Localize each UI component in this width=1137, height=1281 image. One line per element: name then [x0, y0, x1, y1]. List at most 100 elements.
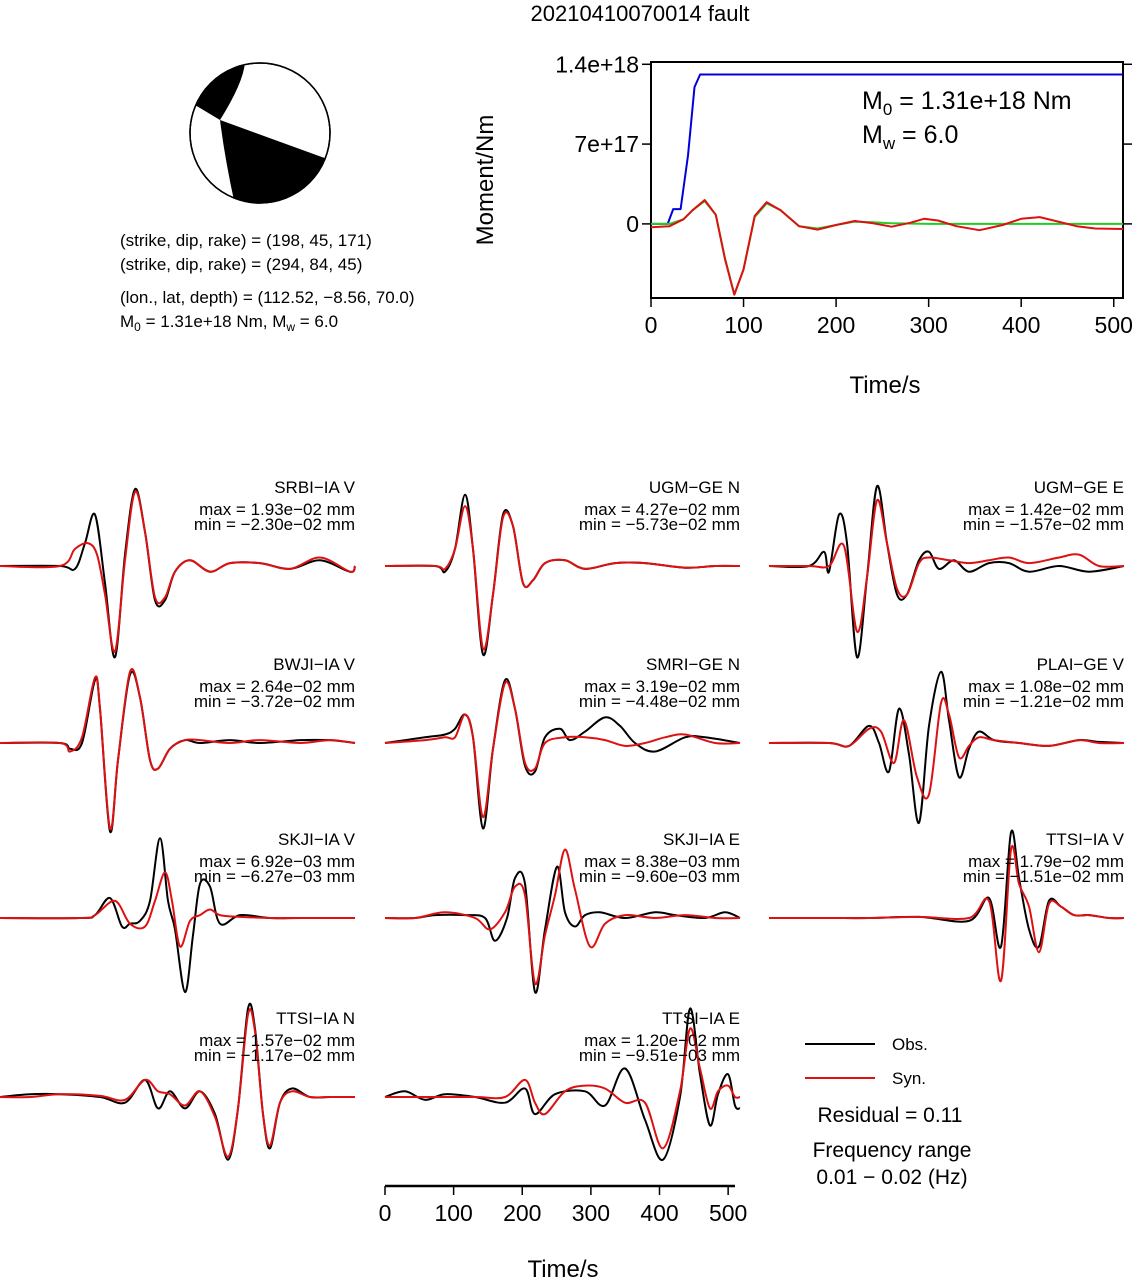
station-min: min = −3.72e−02 mm — [194, 692, 355, 711]
moment-xtick-label: 500 — [1095, 312, 1133, 338]
station-max: max = 3.19e−02 mm — [584, 677, 740, 696]
synthetic-trace — [384, 848, 741, 985]
synthetic-trace — [384, 505, 741, 651]
plane1-text: (strike, dip, rake) = (198, 45, 171) — [120, 231, 372, 250]
synthetic-trace — [0, 668, 356, 831]
frequency-range-title: Frequency range — [813, 1139, 972, 1162]
moment-xtick-label: 400 — [1002, 312, 1040, 338]
station-label: SRBI−IA V — [274, 478, 355, 497]
moment-ylabel: Moment/Nm — [472, 115, 499, 246]
moment-ytick-label: 7e+17 — [574, 131, 639, 157]
station-min: min = −9.51e−03 mm — [579, 1046, 740, 1065]
moment-xtick-label: 100 — [724, 312, 762, 338]
synthetic-trace — [768, 499, 1125, 633]
station-min: min = −6.27e−03 mm — [194, 867, 355, 886]
station-max: max = 8.38e−03 mm — [584, 852, 740, 871]
waveform-xtick-label: 300 — [572, 1200, 610, 1226]
station-max: max = 1.93e−02 mm — [199, 500, 355, 519]
observed-trace — [768, 485, 1125, 659]
station-label: TTSI−IA N — [276, 1009, 355, 1028]
moment-chart-frame — [650, 61, 1124, 299]
moment-ytick-label: 0 — [626, 211, 639, 237]
synthetic-trace — [384, 680, 741, 819]
station-label: UGM−GE E — [1034, 478, 1124, 497]
station-min: min = −1.21e−02 mm — [963, 692, 1124, 711]
plane2-text: (strike, dip, rake) = (294, 84, 45) — [120, 255, 362, 274]
station-label: UGM−GE N — [649, 478, 740, 497]
waveform-time-axis: 0 100 200 300 400 500 — [379, 1184, 747, 1226]
beachball-compression-lower — [220, 120, 330, 203]
station-label: SMRI−GE N — [646, 655, 740, 674]
station-max: max = 6.92e−03 mm — [199, 852, 355, 871]
moment-xtick-label: 0 — [645, 312, 658, 338]
observed-trace — [384, 1007, 741, 1161]
location-text: (lon., lat, depth) = (112.52, −8.56, 70.… — [120, 288, 415, 307]
moment-series-2 — [650, 199, 1124, 296]
moment-summary-text: M0 = 1.31e+18 Nm, Mw = 6.0 — [120, 312, 338, 334]
moment-xtick-label: 200 — [817, 312, 855, 338]
station-max: max = 1.08e−02 mm — [968, 677, 1124, 696]
moment-series-0 — [651, 73, 1123, 225]
legend: Obs. Syn. — [805, 1035, 928, 1088]
moment-m0-annotation: M0 = 1.31e+18 Nm — [862, 87, 1072, 119]
waveform-xtick-label: 100 — [434, 1200, 472, 1226]
moment-mw-annotation: Mw = 6.0 — [862, 121, 958, 153]
station-max: max = 1.79e−02 mm — [968, 852, 1124, 871]
figure-title: 20210410070014 fault — [531, 1, 750, 26]
station-max: max = 1.20e−02 mm — [584, 1031, 740, 1050]
moment-ytick-label: 1.4e+18 — [555, 51, 639, 77]
station-min: min = −1.17e−02 mm — [194, 1046, 355, 1065]
synthetic-trace — [0, 1008, 355, 1158]
station-label: TTSI−IA E — [662, 1009, 740, 1028]
synthetic-trace — [768, 697, 1125, 800]
station-min: min = −1.57e−02 mm — [963, 515, 1124, 534]
synthetic-trace — [769, 845, 1125, 982]
synthetic-trace — [0, 871, 355, 948]
station-min: min = −9.60e−03 mm — [579, 867, 740, 886]
station-min: min = −1.51e−02 mm — [963, 867, 1124, 886]
station-max: max = 1.57e−02 mm — [199, 1031, 355, 1050]
station-label: BWJI−IA V — [273, 655, 355, 674]
beachball — [189, 62, 331, 204]
station-max: max = 4.27e−02 mm — [584, 500, 740, 519]
station-min: min = −2.30e−02 mm — [194, 515, 355, 534]
observed-trace — [384, 865, 741, 994]
waveform-xtick-label: 400 — [640, 1200, 678, 1226]
station-min: min = −4.48e−02 mm — [579, 692, 740, 711]
moment-xlabel: Time/s — [849, 372, 920, 399]
synthetic-trace — [385, 1027, 741, 1150]
station-label: SKJI−IA V — [278, 830, 356, 849]
station-label: TTSI−IA V — [1046, 830, 1125, 849]
beachball-compression-upper — [195, 63, 245, 120]
station-label: SKJI−IA E — [663, 830, 740, 849]
station-min: min = −5.73e−02 mm — [579, 515, 740, 534]
residual-text: Residual = 0.11 — [818, 1104, 963, 1127]
station-max: max = 2.64e−02 mm — [199, 677, 355, 696]
moment-xtick-label: 300 — [909, 312, 947, 338]
waveform-xlabel: Time/s — [527, 1256, 598, 1281]
legend-syn-label: Syn. — [892, 1069, 926, 1088]
legend-obs-label: Obs. — [892, 1035, 928, 1054]
waveform-xtick-label: 200 — [503, 1200, 541, 1226]
station-label: PLAI−GE V — [1037, 655, 1125, 674]
moment-chart: 0 100 200 300 400 500 0 7e+17 1.4e+18 Time/s Mom… — [472, 51, 1133, 399]
synthetic-trace — [0, 490, 356, 653]
frequency-range-value: 0.01 − 0.02 (Hz) — [816, 1166, 967, 1189]
waveform-xtick-label: 500 — [709, 1200, 747, 1226]
station-max: max = 1.42e−02 mm — [968, 500, 1124, 519]
waveform-xtick-label: 0 — [379, 1200, 392, 1226]
observed-trace — [0, 837, 355, 994]
